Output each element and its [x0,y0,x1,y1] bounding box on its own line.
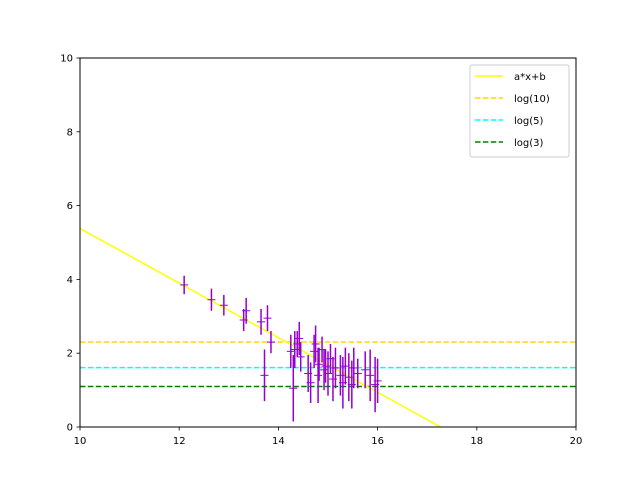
y-tick-label-0: 0 [67,423,73,434]
legend-label-1: log(10) [514,94,550,105]
data-point-2 [219,294,228,316]
data-point-34 [353,358,362,389]
plot-frame [79,57,577,428]
x-tick-label-4: 18 [470,436,483,447]
y-tick-label-2: 4 [67,275,73,286]
x-tick-label-0: 10 [74,436,87,447]
data-point-1 [207,288,216,311]
data-point-27 [331,347,340,389]
data-point-22 [320,349,329,391]
x-tick-label-5: 20 [570,436,583,447]
data-point-9 [286,334,295,368]
data-point-10 [289,355,298,422]
legend-label-2: log(5) [514,116,544,127]
data-point-36 [366,349,375,402]
data-point-38 [373,358,382,404]
data-point-4 [242,297,251,324]
data-point-35 [361,351,370,389]
data-point-18 [311,325,320,363]
x-tick-label-3: 16 [371,436,384,447]
legend: a*x+b log(10) log(5) log(3) [469,64,570,158]
data-point-7 [263,305,272,332]
data-point-14 [296,342,305,372]
data-point-20 [315,347,324,381]
x-tick-label-2: 14 [272,436,285,447]
x-tick-label-1: 12 [173,436,186,447]
legend-label-3: log(3) [514,138,544,149]
data-point-19 [314,347,323,404]
data-point-33 [349,347,358,389]
data-point-6 [260,349,269,402]
legend-box [469,64,570,158]
data-point-16 [306,362,315,404]
y-tick-label-4: 8 [67,127,73,138]
data-point-5 [257,308,266,335]
legend-label-0: a*x+b [514,72,546,83]
data-point-0 [180,275,189,295]
data-point-13 [295,321,304,356]
y-tick-label-1: 2 [67,349,73,360]
data-point-30 [341,347,350,385]
y-tick-label-5: 10 [60,54,73,65]
y-tick-label-3: 6 [67,201,73,212]
data-point-8 [266,331,275,354]
data-point-17 [310,334,319,368]
